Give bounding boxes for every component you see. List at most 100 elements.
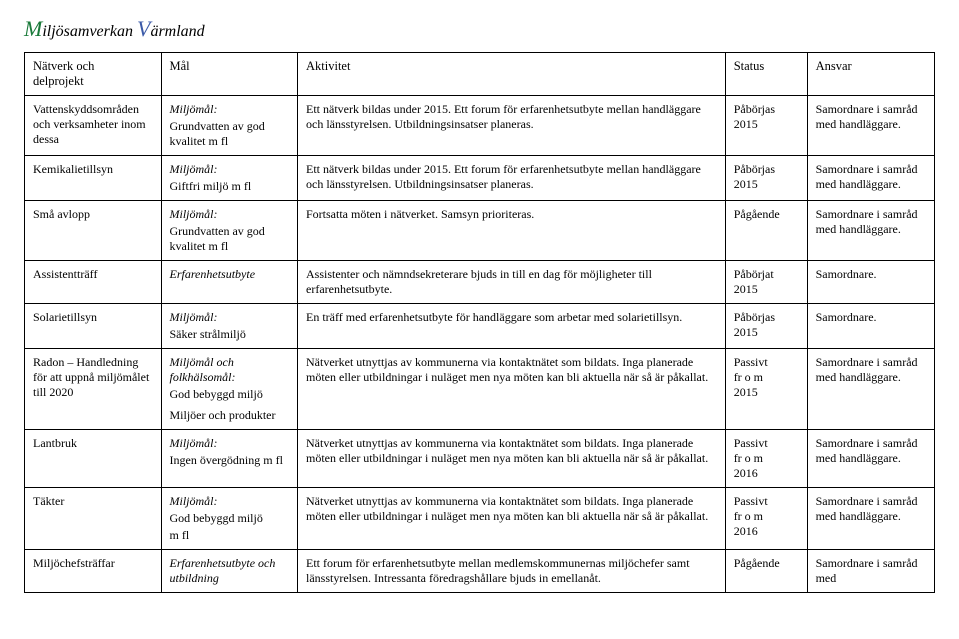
cell-ansvar: Samordnare i samråd med handläggare. — [807, 349, 934, 430]
miljomal-label: Miljömål och folkhälsomål: — [170, 355, 290, 385]
header-aktivitet: Aktivitet — [298, 53, 726, 96]
status-line2: 2015 — [734, 325, 758, 339]
cell-aktivitet: Fortsatta möten i nätverket. Samsyn prio… — [298, 201, 726, 261]
status-line2: 2015 — [734, 117, 758, 131]
cell-ansvar: Samordnare. — [807, 261, 934, 304]
miljomal-body: Erfarenhetsutbyte och utbildning — [170, 556, 290, 586]
status-line1: Påbörjas — [734, 310, 775, 324]
cell-mal: Miljömål: Giftfri miljö m fl — [161, 156, 298, 201]
cell-natverk: Assistentträff — [25, 261, 162, 304]
cell-mal: Miljömål: Ingen övergödning m fl — [161, 430, 298, 488]
cell-mal: Miljömål: Säker strålmiljö — [161, 304, 298, 349]
cell-status: Passivt fr o m 2016 — [725, 430, 807, 488]
cell-aktivitet: Assistenter och nämndsekreterare bjuds i… — [298, 261, 726, 304]
cell-mal: Miljömål: Grundvatten av god kvalitet m … — [161, 201, 298, 261]
status-line1: Pågående — [734, 207, 780, 221]
status-line1: Påbörjas — [734, 162, 775, 176]
table-row: Täkter Miljömål: God bebyggd miljö m fl … — [25, 488, 935, 550]
cell-ansvar: Samordnare i samråd med — [807, 550, 934, 593]
cell-aktivitet: Ett nätverk bildas under 2015. Ett forum… — [298, 156, 726, 201]
status-line3: 2015 — [734, 385, 758, 399]
header-status: Status — [725, 53, 807, 96]
cell-status: Passivt fr o m 2015 — [725, 349, 807, 430]
logo: Miljösamverkan Värmland — [24, 16, 935, 42]
miljomal-label: Miljömål: — [170, 102, 290, 117]
logo-part1: iljösamverkan — [42, 23, 137, 40]
cell-ansvar: Samordnare i samråd med handläggare. — [807, 201, 934, 261]
miljomal-body: Giftfri miljö m fl — [170, 179, 290, 194]
table-row: Kemikalietillsyn Miljömål: Giftfri miljö… — [25, 156, 935, 201]
cell-natverk: Täkter — [25, 488, 162, 550]
miljomal-label: Miljömål: — [170, 162, 290, 177]
cell-status: Påbörjas 2015 — [725, 96, 807, 156]
status-line1: Pågående — [734, 556, 780, 570]
cell-mal: Miljömål: God bebyggd miljö m fl — [161, 488, 298, 550]
miljomal-body: Grundvatten av god kvalitet m fl — [170, 119, 290, 149]
cell-natverk: Lantbruk — [25, 430, 162, 488]
cell-status: Pågående — [725, 550, 807, 593]
status-line1: Passivt — [734, 355, 768, 369]
cell-mal: Erfarenhetsutbyte och utbildning — [161, 550, 298, 593]
cell-status: Påbörjas 2015 — [725, 156, 807, 201]
cell-status: Pågående — [725, 201, 807, 261]
miljomal-body: God bebyggd miljö — [170, 387, 290, 402]
cell-natverk: Radon – Handledning för att uppnå miljöm… — [25, 349, 162, 430]
header-natverk-line2: delprojekt — [33, 74, 84, 88]
cell-ansvar: Samordnare. — [807, 304, 934, 349]
cell-status: Påbörjas 2015 — [725, 304, 807, 349]
cell-aktivitet: En träff med erfarenhetsutbyte för handl… — [298, 304, 726, 349]
cell-natverk: Vattenskyddsområden och verksamheter ino… — [25, 96, 162, 156]
table-row: Små avlopp Miljömål: Grundvatten av god … — [25, 201, 935, 261]
status-line3: 2016 — [734, 466, 758, 480]
table-row: Lantbruk Miljömål: Ingen övergödning m f… — [25, 430, 935, 488]
miljomal-body: Säker strålmiljö — [170, 327, 290, 342]
cell-aktivitet: Nätverket utnyttjas av kommunerna via ko… — [298, 430, 726, 488]
cell-status: Passivt fr o m 2016 — [725, 488, 807, 550]
miljomal-body: Erfarenhetsutbyte — [170, 267, 290, 282]
logo-part2: ärmland — [150, 23, 204, 40]
status-line3: 2016 — [734, 524, 758, 538]
cell-aktivitet: Nätverket utnyttjas av kommunerna via ko… — [298, 488, 726, 550]
cell-status: Påbörjat 2015 — [725, 261, 807, 304]
status-line1: Påbörjas — [734, 102, 775, 116]
cell-natverk: Solarietillsyn — [25, 304, 162, 349]
status-line1: Passivt — [734, 494, 768, 508]
status-line2: fr o m — [734, 370, 763, 384]
table-row: Vattenskyddsområden och verksamheter ino… — [25, 96, 935, 156]
miljomal-label: Miljömål: — [170, 207, 290, 222]
cell-aktivitet: Nätverket utnyttjas av kommunerna via ko… — [298, 349, 726, 430]
status-line1: Passivt — [734, 436, 768, 450]
header-ansvar: Ansvar — [807, 53, 934, 96]
header-mal: Mål — [161, 53, 298, 96]
miljomal-label: Miljömål: — [170, 494, 290, 509]
cell-ansvar: Samordnare i samråd med handläggare. — [807, 430, 934, 488]
status-line1: Påbörjat — [734, 267, 774, 281]
status-line2: 2015 — [734, 282, 758, 296]
logo-m: M — [24, 16, 42, 41]
miljomal-label: Miljömål: — [170, 310, 290, 325]
cell-natverk: Små avlopp — [25, 201, 162, 261]
cell-aktivitet: Ett nätverk bildas under 2015. Ett forum… — [298, 96, 726, 156]
header-natverk-line1: Nätverk och — [33, 59, 94, 73]
table-row: Assistentträff Erfarenhetsutbyte Assiste… — [25, 261, 935, 304]
cell-ansvar: Samordnare i samråd med handläggare. — [807, 488, 934, 550]
miljomal-body: Ingen övergödning m fl — [170, 453, 290, 468]
status-line2: fr o m — [734, 509, 763, 523]
cell-mal: Erfarenhetsutbyte — [161, 261, 298, 304]
cell-mal: Miljömål: Grundvatten av god kvalitet m … — [161, 96, 298, 156]
status-line2: fr o m — [734, 451, 763, 465]
cell-mal: Miljömål och folkhälsomål: God bebyggd m… — [161, 349, 298, 430]
header-row: Nätverk och delprojekt Mål Aktivitet Sta… — [25, 53, 935, 96]
miljomal-body: Grundvatten av god kvalitet m fl — [170, 224, 290, 254]
cell-ansvar: Samordnare i samråd med handläggare. — [807, 96, 934, 156]
table-row: Radon – Handledning för att uppnå miljöm… — [25, 349, 935, 430]
cell-aktivitet: Ett forum för erfarenhetsutbyte mellan m… — [298, 550, 726, 593]
project-table: Nätverk och delprojekt Mål Aktivitet Sta… — [24, 52, 935, 593]
logo-v: V — [137, 16, 150, 41]
header-natverk: Nätverk och delprojekt — [25, 53, 162, 96]
cell-natverk: Miljöchefsträffar — [25, 550, 162, 593]
cell-ansvar: Samordnare i samråd med handläggare. — [807, 156, 934, 201]
status-line2: 2015 — [734, 177, 758, 191]
table-row: Miljöchefsträffar Erfarenhetsutbyte och … — [25, 550, 935, 593]
miljomal-extra: m fl — [170, 528, 290, 543]
